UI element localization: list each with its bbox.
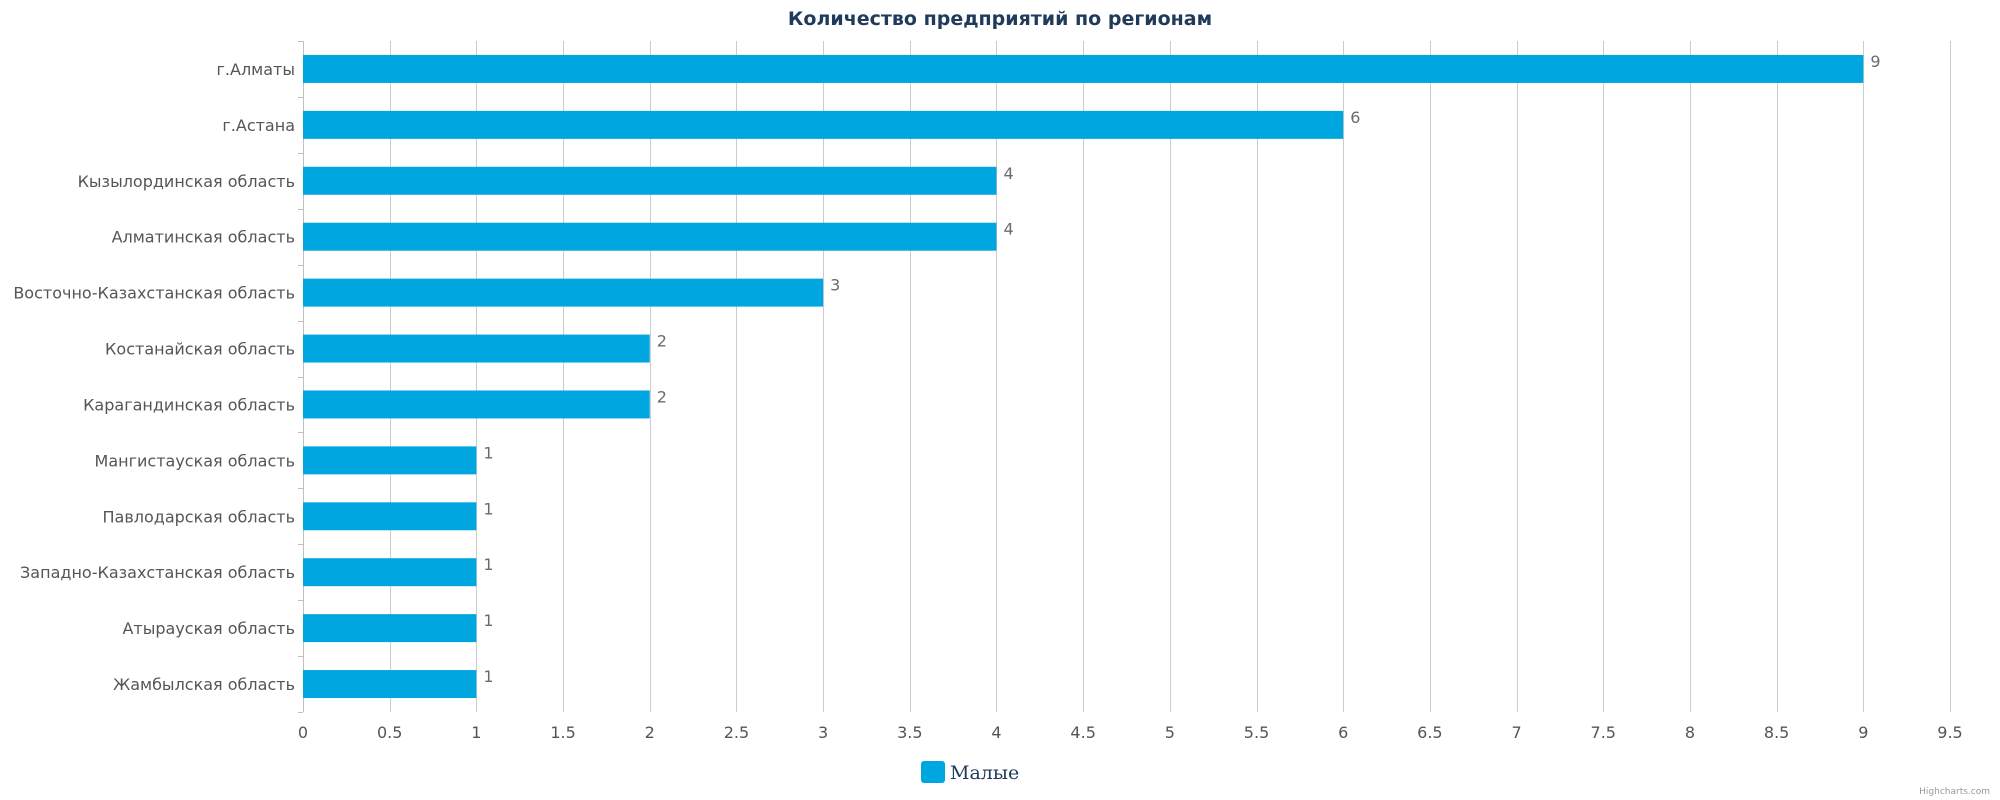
x-tick-label: 5: [1165, 723, 1175, 742]
data-label: 1: [483, 499, 493, 518]
x-tick-label: 3: [818, 723, 828, 742]
x-tick-label: 6.5: [1417, 723, 1442, 742]
data-label: 1: [483, 443, 493, 462]
y-category-label: Кызылординская область: [78, 172, 295, 191]
x-tick-label: 1: [471, 723, 481, 742]
bar-layer: [303, 54, 1864, 699]
bar[interactable]: [303, 278, 824, 307]
data-label: 1: [483, 555, 493, 574]
data-label: 3: [830, 276, 840, 295]
bar[interactable]: [303, 558, 477, 587]
x-tick-label: 2: [645, 723, 655, 742]
data-label: 6: [1350, 108, 1360, 127]
x-tick-label: 6: [1338, 723, 1348, 742]
x-tick-label: 0.5: [377, 723, 402, 742]
x-tick-label: 4.5: [1070, 723, 1095, 742]
x-tick-label: 3.5: [897, 723, 922, 742]
bar[interactable]: [303, 670, 477, 699]
data-label: 1: [483, 667, 493, 686]
x-tick-label: 9.5: [1937, 723, 1962, 742]
label-layer: г.Алматы 9 г.Астана 6 Кызылординская область…: [13, 52, 1880, 694]
x-tick-label: 4: [991, 723, 1001, 742]
bar[interactable]: [303, 390, 650, 419]
data-label: 4: [1003, 164, 1013, 183]
credits-link[interactable]: Highcharts.com: [1919, 787, 1990, 797]
bar[interactable]: [303, 502, 477, 531]
y-category-label: Костанайская область: [105, 340, 295, 359]
bar[interactable]: [303, 110, 1344, 139]
x-tick-label: 2.5: [724, 723, 749, 742]
x-tick-label: 7.5: [1591, 723, 1616, 742]
bar[interactable]: [303, 614, 477, 643]
grid-layer: [390, 41, 1951, 712]
axis-layer: 0 0.5 1 1.5 2 2.5 3 3.5 4 4.5 5 5.5 6 6.5 7 7.5 8 8.5 9 9.5: [298, 41, 1963, 742]
legend-label[interactable]: Малые: [950, 762, 1019, 784]
x-tick-label: 7: [1511, 723, 1521, 742]
bar[interactable]: [303, 334, 650, 363]
x-tick-label: 8.5: [1764, 723, 1789, 742]
x-tick-label: 0: [298, 723, 308, 742]
data-label: 4: [1003, 220, 1013, 239]
data-label: 9: [1870, 52, 1880, 71]
y-category-label: Карагандинская область: [83, 395, 295, 414]
chart-title: Количество предприятий по регионам: [788, 8, 1212, 30]
bar[interactable]: [303, 446, 477, 475]
data-label: 1: [483, 611, 493, 630]
x-tick-label: 9: [1858, 723, 1868, 742]
y-category-label: г.Астана: [222, 116, 295, 135]
y-category-label: г.Алматы: [217, 60, 296, 79]
y-category-label: Восточно-Казахстанская область: [13, 284, 295, 303]
x-tick-label: 1.5: [550, 723, 575, 742]
legend: Малые: [921, 761, 1019, 784]
x-tick-label: 8: [1685, 723, 1695, 742]
y-category-label: Павлодарская область: [102, 507, 295, 526]
bar[interactable]: [303, 54, 1864, 83]
data-label: 2: [657, 387, 667, 406]
data-label: 2: [657, 332, 667, 351]
y-category-label: Алматинская область: [112, 228, 295, 247]
bar[interactable]: [303, 222, 997, 251]
y-category-label: Мангистауская область: [95, 451, 295, 470]
y-category-label: Жамбылская область: [113, 675, 295, 694]
y-category-label: Атырауская область: [122, 619, 295, 638]
bar[interactable]: [303, 166, 997, 195]
y-category-label: Западно-Казахстанская область: [20, 563, 295, 582]
x-tick-label: 5.5: [1244, 723, 1269, 742]
legend-swatch[interactable]: [921, 761, 945, 783]
